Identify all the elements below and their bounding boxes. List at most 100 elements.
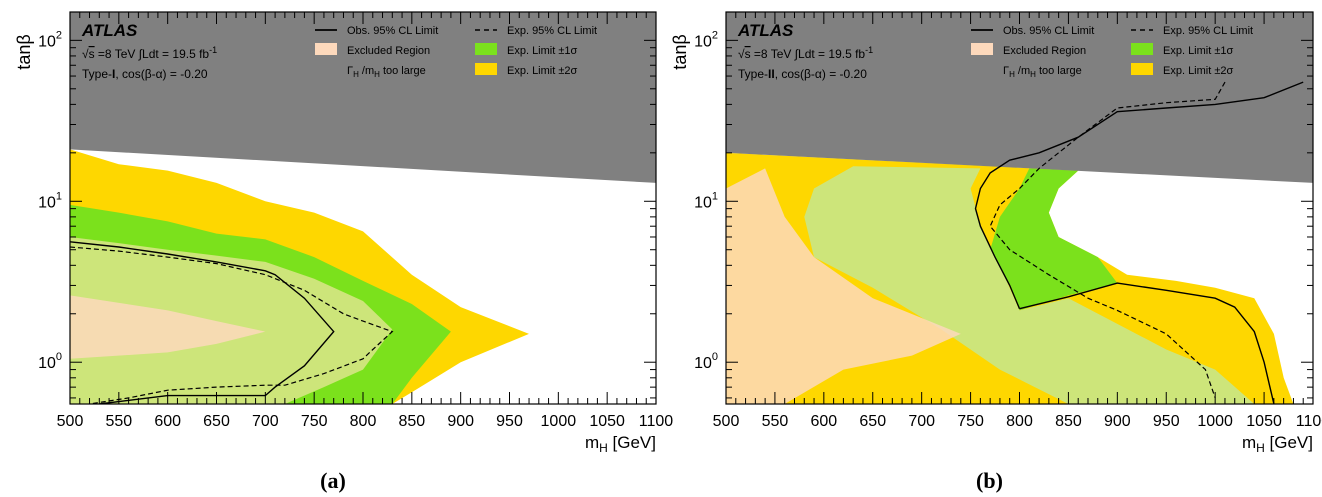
x-tick-label: 1000 [541,413,577,430]
legend-exp-label: Exp. 95% CL Limit [1163,25,1253,37]
sqrt-s: s [745,47,751,61]
y-tick-base: 10 [38,33,56,50]
x-tick-label: 600 [810,413,837,430]
y-axis-label: tanβ [14,34,34,69]
y-tick-base: 10 [694,194,712,211]
x-tick-label: 800 [350,413,377,430]
x-axis-label: mH [GeV] [1242,433,1313,455]
y-tick-label: 102 [38,29,62,50]
x-tick-label: 500 [713,413,740,430]
width-text: too large [1036,65,1082,77]
width-gamma: Γ [1003,65,1009,77]
x-tick-label: 1050 [589,413,625,430]
legend-exp2s-label: Exp. Limit ±2σ [1163,65,1234,77]
x-tick-label: 500 [57,413,84,430]
energy-text: =8 TeV ∫ [95,47,143,61]
x-tick-label: 650 [203,413,230,430]
excluded-region [726,168,961,404]
legend-exp2s-swatch [475,63,497,75]
x-tick-label: 650 [859,413,886,430]
legend-excluded-label: Excluded Region [1003,45,1086,57]
excluded-over-1sigma-region [70,237,393,404]
exp-1sigma-band [990,168,1118,311]
width-sub1: H [1009,70,1015,79]
x-tick-label: 1050 [1246,413,1282,430]
legend-excluded-label: Excluded Region [347,45,430,57]
lumi-text: Ldt = 19.5 fb [142,47,209,61]
legend-exp2s-swatch [1131,63,1153,75]
legend-exp-label: Exp. 95% CL Limit [507,25,597,37]
x-tick-label: 950 [1153,413,1180,430]
y-tick-exponent: 0 [712,351,718,363]
x-tick-label: 1100 [639,413,674,430]
expected-limit-line [70,246,394,404]
x-tick-label: 700 [252,413,279,430]
x-tick-label: 950 [496,413,523,430]
x-tick-label: 1100 [1296,413,1322,430]
y-tick-base: 10 [38,355,56,372]
legend-width-swatch [971,63,993,75]
width-text: too large [380,65,426,77]
panel-label: (a) [320,468,346,493]
x-axis-label: mH [GeV] [585,433,656,455]
expected-limit-line [989,81,1226,399]
energy-lumi-label: √s =8 TeV ∫Ldt = 19.5 fb-1 [82,45,217,61]
observed-limit-line-upper [974,81,1304,309]
x-tick-label: 900 [1104,413,1131,430]
y-tick-exponent: 1 [56,190,62,202]
x-tick-label: 850 [1055,413,1082,430]
y-tick-label: 102 [694,29,718,50]
width-slash: /m [359,65,374,77]
legend-obs-label: Obs. 95% CL Limit [347,25,438,37]
legend-exp1s-label: Exp. Limit ±1σ [507,45,578,57]
plot-area [70,12,656,404]
y-tick-label: 101 [38,190,62,211]
sqrt-symbol: √ [82,47,89,61]
panel-b: 500 550 600 650 700 750 800 850 900 950 1000 1050 11… [670,11,1322,493]
width-too-large-band [70,12,656,183]
model-label: Type-I, cos(β-α) = -0.20 [82,67,208,81]
width-sub2: H [1030,70,1036,79]
model-label: Type-II, cos(β-α) = -0.20 [738,67,867,81]
energy-lumi-label: √s =8 TeV ∫Ldt = 19.5 fb-1 [738,45,873,61]
atlas-label: ATLAS [737,21,794,40]
model-prefix: Type- [82,67,112,81]
observed-limit-line [1019,282,1275,404]
legend-excluded-swatch [971,43,993,55]
y-tick-label: 100 [694,351,718,372]
y-tick-exponent: 0 [56,351,62,363]
x-label-unit: [GeV] [608,433,656,452]
x-tick-label: 600 [154,413,181,430]
x-tick-label: 850 [398,413,425,430]
y-tick-exponent: 2 [56,29,62,41]
lumi-text: Ldt = 19.5 fb [798,47,865,61]
x-label-m: m [1242,433,1256,452]
y-tick-base: 10 [694,355,712,372]
x-label-m: m [585,433,599,452]
width-gamma: Γ [347,65,353,77]
panel-a: 500 550 600 650 700 750 800 850 900 950 1000 1050 11… [14,11,674,493]
plot-area [726,12,1313,404]
x-tick-label: 550 [762,413,789,430]
lumi-exponent: -1 [865,45,873,55]
legend-exp2s-label: Exp. Limit ±2σ [507,65,578,77]
x-label-unit: [GeV] [1265,433,1313,452]
y-tick-exponent: 2 [712,29,718,41]
x-tick-label: 700 [908,413,935,430]
legend-excluded-swatch [315,43,337,55]
legend-obs-label: Obs. 95% CL Limit [1003,25,1094,37]
panel-label: (b) [976,468,1003,493]
energy-text: =8 TeV ∫ [751,47,799,61]
y-tick-base: 10 [38,194,56,211]
x-label-sub: H [599,441,608,455]
width-sub2: H [374,70,380,79]
x-tick-label: 550 [105,413,132,430]
width-sub1: H [353,70,359,79]
x-tick-label: 750 [301,413,328,430]
excluded-over-1sigma-region [804,166,1255,404]
y-tick-label: 101 [694,190,718,211]
legend-exp1s-swatch [475,43,497,55]
y-tick-base: 10 [694,33,712,50]
lumi-exponent: -1 [209,45,217,55]
model-type: II [768,67,775,81]
